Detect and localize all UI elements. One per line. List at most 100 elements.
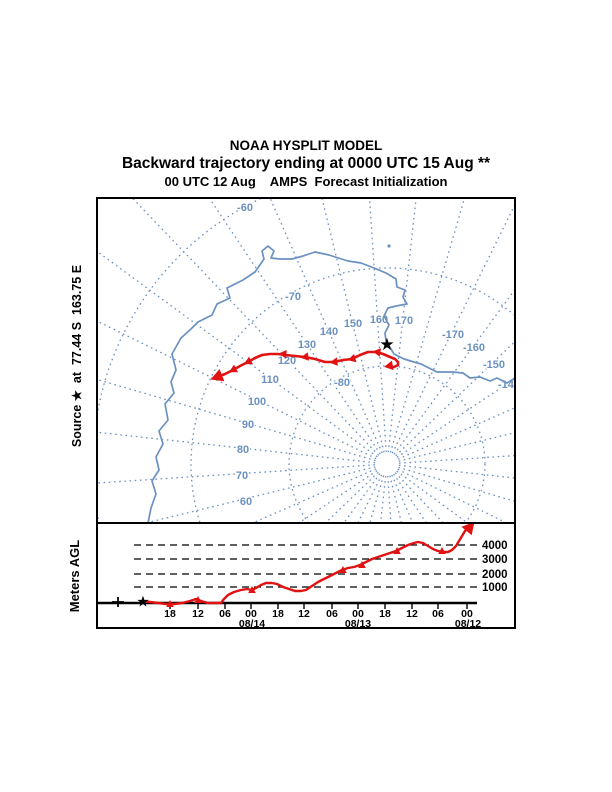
title-line1: NOAA HYSPLIT MODEL: [230, 138, 383, 153]
hour-tick-label: 00: [461, 608, 473, 620]
longitude-label: 170: [395, 315, 413, 327]
meridian-line: [98, 320, 377, 460]
meridian-line: [321, 199, 385, 453]
latitude-label: -80: [334, 377, 350, 389]
hour-tick-label: 00: [245, 608, 257, 620]
meridian-line: [132, 199, 380, 456]
meridian-line: [325, 471, 379, 522]
longitude-label: 140: [320, 326, 338, 338]
meridian-line: [398, 455, 514, 464]
altitude-source-star: ★: [136, 593, 149, 610]
antarctica-coastline: [147, 245, 514, 522]
meridian-line: [393, 473, 427, 522]
longitude-label: 70: [236, 470, 248, 482]
trajectory-marker: [372, 348, 381, 357]
hour-tick-label: 12: [298, 608, 310, 620]
altitude-profile-marker: [339, 566, 347, 573]
meridian-line: [299, 470, 378, 522]
trajectory-end-marker: [210, 368, 225, 382]
altitude-tick-label: 1000: [482, 582, 508, 594]
meridian-line: [98, 379, 376, 462]
hour-tick-label: 12: [192, 608, 204, 620]
altitude-profile-marker: [166, 600, 174, 607]
altitude-tick-label: 3000: [482, 554, 508, 566]
altitude-profile-line: [141, 525, 472, 606]
altitude-axis-label: Meters AGL: [67, 540, 82, 613]
hour-tick-label: 06: [326, 608, 338, 620]
source-location-label: Source ★ at 77.44 S 163.75 E: [70, 265, 84, 447]
longitude-label: 80: [237, 444, 249, 456]
latitude-label: -70: [285, 291, 301, 303]
meridian-line: [269, 199, 383, 454]
meridian-line: [343, 473, 381, 522]
map-frame: [96, 197, 516, 524]
hour-tick-label: 00: [352, 608, 364, 620]
meridian-line: [368, 199, 387, 453]
longitude-label: -160: [463, 342, 485, 354]
meridian-line: [398, 464, 514, 479]
hour-tick-label: 18: [272, 608, 284, 620]
meridian-line: [209, 199, 381, 455]
trajectory-marker: [329, 357, 338, 366]
latitude-circle: [288, 365, 486, 522]
longitude-label: 90: [242, 419, 254, 431]
longitude-label: -170: [442, 329, 464, 341]
meridian-line: [391, 204, 514, 454]
longitude-label: 100: [248, 396, 266, 408]
latitude-circle: [98, 199, 514, 522]
meridian-line: [396, 378, 514, 458]
altitude-tick-label: 4000: [482, 540, 508, 552]
trajectory-arrival-arrow: [384, 360, 394, 371]
meridian-line: [394, 472, 444, 522]
trajectory-marker: [229, 364, 239, 373]
meridian-line: [147, 466, 376, 522]
trajectory-marker: [347, 353, 357, 363]
meridian-line: [398, 432, 514, 462]
meridian-line: [98, 251, 378, 458]
longitude-label: 150: [344, 318, 362, 330]
longitude-label: 110: [261, 374, 279, 386]
altitude-tick-label: 2000: [482, 569, 508, 581]
hour-tick-label: 12: [406, 608, 418, 620]
hour-tick-label: 18: [379, 608, 391, 620]
island-dot: [387, 244, 391, 248]
meridian-line: [98, 431, 376, 464]
meridian-line: [395, 341, 514, 457]
latitude-label: -60: [237, 202, 253, 214]
meridian-line: [397, 407, 514, 460]
meridian-line: [397, 468, 507, 522]
plot-frames: [96, 197, 516, 629]
longitude-label: 60: [240, 496, 252, 508]
longitude-label: 120: [278, 355, 296, 367]
meridian-line: [98, 464, 376, 484]
hour-tick-label: 06: [219, 608, 231, 620]
meridian-line: [393, 289, 514, 455]
longitude-label: 130: [298, 339, 316, 351]
trajectory-marker: [278, 349, 287, 359]
graticule-latitude-circles: [98, 199, 514, 522]
altitude-profile-marker: [358, 561, 366, 568]
longitude-label: -150: [483, 359, 505, 371]
meridian-line: [398, 466, 514, 502]
hour-tick-label: 06: [432, 608, 444, 620]
meridian-line: [387, 199, 417, 453]
source-star: ★: [379, 335, 394, 354]
meridian-line: [396, 470, 468, 522]
title-line3: 00 UTC 12 Aug AMPS Forecast Initializati…: [165, 174, 448, 189]
altitude-profile-marker: [194, 596, 202, 603]
meridian-line: [253, 468, 377, 522]
trajectory-marker: [300, 352, 310, 361]
altitude-profile-marker: [438, 547, 446, 554]
altitude-profile-marker: [248, 586, 256, 593]
title-line2: Backward trajectory ending at 0000 UTC 1…: [122, 155, 491, 172]
hour-tick-label: 18: [164, 608, 176, 620]
altitude-profile-end-marker: [461, 521, 475, 536]
trajectory-marker: [244, 356, 254, 365]
meridian-line: [389, 199, 465, 453]
